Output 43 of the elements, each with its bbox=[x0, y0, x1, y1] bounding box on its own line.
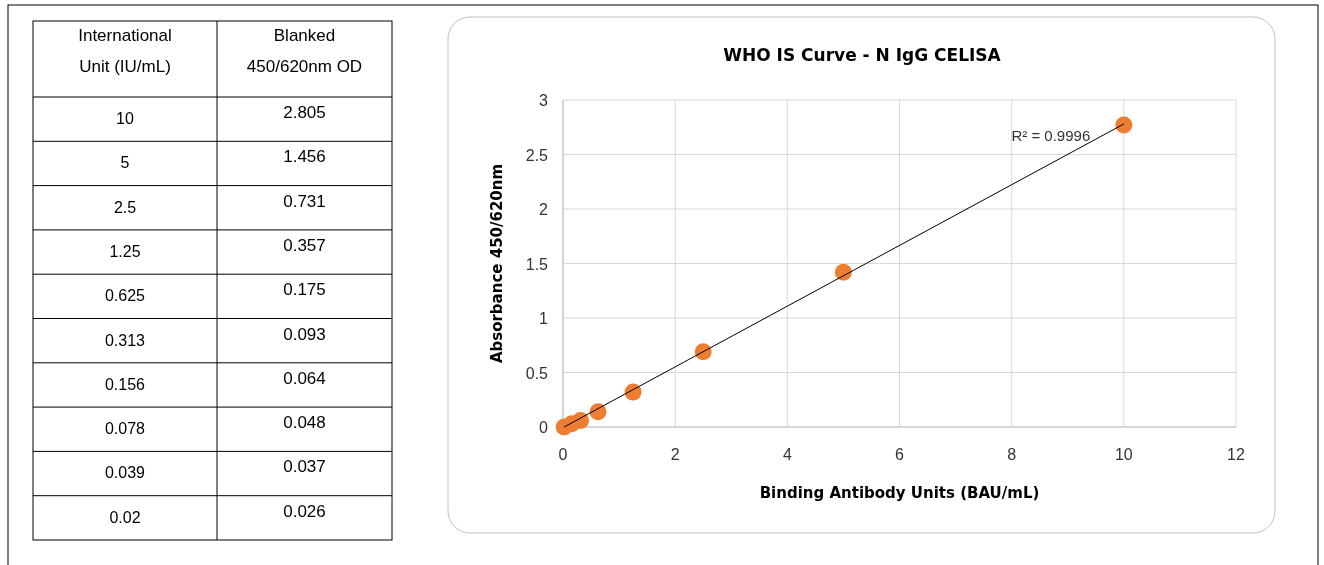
data-label: 0.064 bbox=[283, 368, 326, 388]
data-label: 0.026 bbox=[283, 501, 326, 521]
category-label: 0.625 bbox=[104, 287, 146, 305]
x-tick-label: 12 bbox=[1227, 446, 1245, 463]
y-axis-title: Absorbance 450/620nm bbox=[488, 163, 506, 364]
x-tick-label: 4 bbox=[782, 446, 792, 463]
data-label: 0.175 bbox=[283, 280, 326, 300]
category-label: 0.039 bbox=[104, 464, 146, 482]
data-label: 0.093 bbox=[283, 324, 326, 344]
y-tick-label: 3 bbox=[539, 92, 549, 109]
data-label: 1.456 bbox=[283, 147, 326, 167]
point bbox=[834, 263, 852, 281]
text: International Unit (IU/mL) bbox=[78, 26, 172, 76]
category-label: 5 bbox=[120, 154, 130, 172]
y-tick-label: 0.5 bbox=[525, 364, 549, 382]
category-label: 0.078 bbox=[104, 420, 146, 438]
x-tick-label: 10 bbox=[1114, 446, 1133, 463]
annotation: R² = 0.9996 bbox=[1011, 126, 1091, 144]
category-label: 0.313 bbox=[104, 331, 146, 349]
category-label: 10 bbox=[116, 110, 134, 127]
data-label: 0.048 bbox=[283, 413, 326, 433]
category-label: 1.25 bbox=[109, 242, 141, 260]
text: Blanked 450/620nm OD bbox=[246, 26, 363, 76]
x-tick-label: 0 bbox=[558, 446, 568, 463]
point bbox=[555, 418, 573, 436]
x-axis-title: Binding Antibody Units (BAU/mL) bbox=[759, 484, 1040, 502]
data-label: 0.731 bbox=[283, 191, 326, 211]
point bbox=[1115, 116, 1133, 134]
category-label: 2.5 bbox=[113, 198, 137, 216]
data-label: 0.357 bbox=[283, 235, 326, 255]
x-tick-label: 2 bbox=[670, 446, 680, 463]
data-label: 2.805 bbox=[283, 103, 326, 122]
chart-title: WHO IS Curve - N IgG CELISA bbox=[723, 45, 1002, 65]
category-label: 0.156 bbox=[104, 375, 146, 393]
x-tick-label: 6 bbox=[895, 446, 905, 463]
category-label: 0.02 bbox=[109, 508, 141, 526]
x-tick-label: 8 bbox=[1007, 446, 1017, 463]
data-label: 0.037 bbox=[283, 457, 326, 477]
y-tick-label: 1.5 bbox=[525, 255, 549, 273]
y-tick-label: 2 bbox=[539, 201, 549, 218]
y-tick-label: 0 bbox=[539, 419, 549, 436]
y-tick-label: 2.5 bbox=[525, 146, 549, 164]
y-tick-label: 1 bbox=[539, 310, 549, 327]
